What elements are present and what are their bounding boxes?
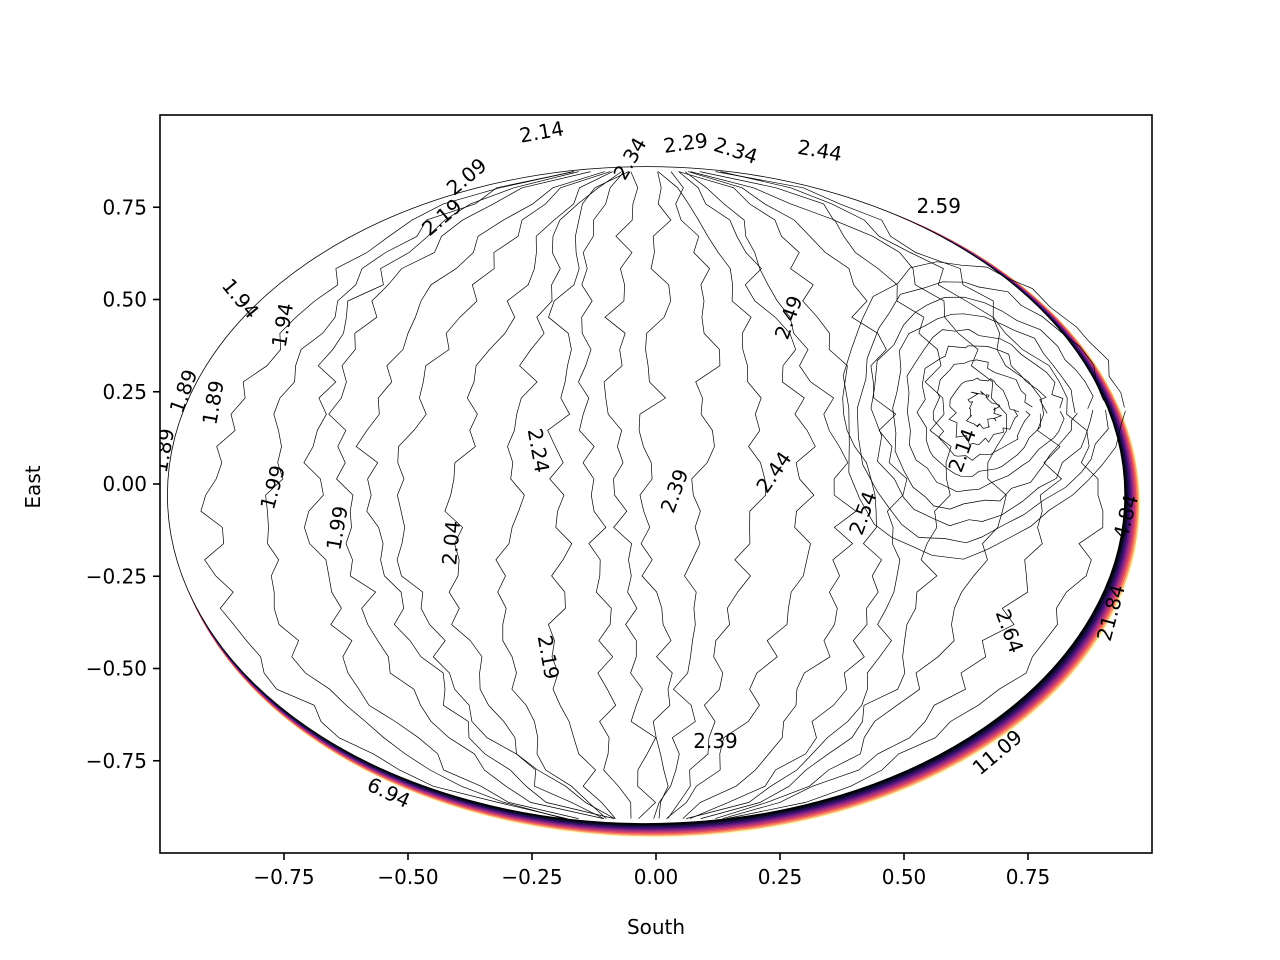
contour-line <box>720 171 1063 819</box>
y-axis: 0.75 0.50 0.25 0.00 −0.25 −0.50 −0.75 <box>86 195 160 773</box>
contour-label: 2.59 <box>916 194 961 218</box>
y-tick-label: 0.50 <box>102 288 147 312</box>
contour-line <box>690 171 952 819</box>
x-tick-label: −0.75 <box>253 865 314 889</box>
contour-line <box>396 171 611 819</box>
contour-line <box>265 171 575 819</box>
x-tick-label: −0.25 <box>501 865 562 889</box>
x-tick-label: 0.75 <box>1006 865 1051 889</box>
y-tick-label: −0.50 <box>86 657 147 681</box>
contour-line <box>682 171 857 819</box>
y-tick-label: 0.25 <box>102 380 147 404</box>
contour-line <box>547 171 629 819</box>
contour-line <box>842 261 1126 560</box>
contour-line <box>657 171 767 819</box>
contour-line <box>678 171 882 819</box>
contour-line <box>200 171 574 819</box>
contour-line <box>892 313 1078 510</box>
contour-line <box>328 171 604 819</box>
x-tick-label: 0.00 <box>634 865 679 889</box>
contour-line <box>653 171 721 819</box>
contour-line <box>916 345 1048 477</box>
x-axis: −0.75 −0.50 −0.25 0.00 0.25 0.50 0.75 <box>253 853 1050 889</box>
contour-line <box>870 296 1094 527</box>
plot-area: 2.14 2.292.34 2.34 2.442.092.19 2.591.941.94… <box>160 116 1143 838</box>
contour-line <box>638 171 673 819</box>
x-tick-label: 0.25 <box>758 865 803 889</box>
y-tick-label: 0.00 <box>102 472 147 496</box>
contour-line <box>495 171 622 819</box>
contour-line <box>578 171 632 819</box>
contour-label: 2.04 <box>437 520 465 566</box>
contour-line <box>948 377 1020 446</box>
contour-line <box>444 171 615 819</box>
contour-line <box>603 171 657 819</box>
y-tick-label: −0.25 <box>86 564 147 588</box>
contour-line <box>906 329 1065 493</box>
contour-line <box>303 171 579 819</box>
x-tick-label: 0.50 <box>882 865 927 889</box>
contour-line <box>932 359 1033 461</box>
x-tick-label: −0.50 <box>377 865 438 889</box>
contour-line <box>355 171 615 819</box>
contour-line <box>666 171 816 819</box>
contour-disk <box>167 166 1126 824</box>
contour-lines <box>200 171 1126 819</box>
contour-line <box>965 390 1003 429</box>
y-tick-label: 0.75 <box>102 195 147 219</box>
contour-label: 2.39 <box>693 729 738 753</box>
y-tick-label: −0.75 <box>86 749 147 773</box>
contour-line <box>686 171 908 819</box>
contour-line <box>699 171 1008 819</box>
contour-line <box>715 171 1104 819</box>
x-axis-label: South <box>627 915 685 939</box>
contour-line <box>856 281 1110 544</box>
y-axis-label: East <box>21 465 45 508</box>
